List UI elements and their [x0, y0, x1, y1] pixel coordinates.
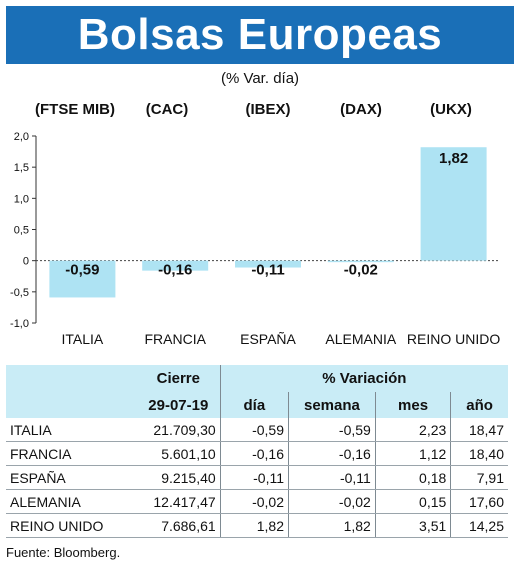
row-cierre: 7.686,61: [136, 513, 221, 538]
header-cierre: Cierre: [136, 365, 221, 392]
header-dia: día: [219, 392, 289, 418]
header-semana: semana: [288, 392, 376, 418]
row-semana: -0,16: [288, 441, 376, 466]
row-ano: 14,25: [450, 513, 508, 538]
row-name: ESPAÑA: [6, 465, 137, 490]
y-tick-label: 0,5: [14, 225, 29, 237]
bar: [142, 260, 209, 271]
index-label-ibex: (IBEX): [245, 101, 291, 118]
bar-value-label: -0,16: [158, 262, 192, 279]
bar-value-label: -0,59: [65, 262, 99, 279]
y-tick-label: 1,0: [14, 193, 29, 205]
index-label-ukx: (UKX): [430, 101, 472, 118]
row-dia: -0,02: [219, 489, 289, 514]
header-variacion: % Variación: [219, 365, 508, 392]
category-label: ESPAÑA: [240, 331, 296, 347]
bar-value-label: -0,11: [251, 262, 284, 279]
row-dia: 1,82: [219, 513, 289, 538]
row-semana: 1,82: [288, 513, 376, 538]
bar: [327, 260, 394, 263]
row-name: ALEMANIA: [6, 489, 137, 514]
table-row: REINO UNIDO 7.686,61 1,82 1,82 3,51 14,2…: [6, 513, 508, 538]
bar: [420, 147, 487, 261]
index-label-ftse-mib: (FTSE MIB): [35, 101, 115, 118]
row-name: REINO UNIDO: [6, 513, 137, 538]
row-mes: 1,12: [374, 441, 451, 466]
row-ano: 7,91: [450, 465, 508, 490]
bar: [49, 260, 116, 298]
row-mes: 0,18: [374, 465, 451, 490]
row-dia: -0,11: [219, 465, 289, 490]
row-cierre: 5.601,10: [136, 441, 221, 466]
row-cierre: 21.709,30: [136, 418, 221, 442]
row-ano: 18,47: [450, 418, 508, 442]
table-row: ALEMANIA 12.417,47 -0,02 -0,02 0,15 17,6…: [6, 489, 508, 514]
category-label: ITALIA: [62, 331, 104, 347]
chart-subtitle: (% Var. día): [220, 70, 300, 87]
y-tick-label: 1,5: [14, 162, 29, 174]
row-name: FRANCIA: [6, 441, 137, 466]
row-dia: -0,16: [219, 441, 289, 466]
title-banner: Bolsas Europeas: [6, 6, 514, 64]
header-ano: año: [450, 392, 508, 418]
row-ano: 17,60: [450, 489, 508, 514]
row-dia: -0,59: [219, 418, 289, 442]
table-row: ESPAÑA 9.215,40 -0,11 -0,11 0,18 7,91: [6, 465, 508, 490]
row-ano: 18,40: [450, 441, 508, 466]
table-row: FRANCIA 5.601,10 -0,16 -0,16 1,12 18,40: [6, 441, 508, 466]
bar-value-label: -0,02: [344, 262, 378, 279]
y-tick-label: 0: [23, 256, 29, 268]
bar: [235, 260, 301, 268]
row-semana: -0,11: [288, 465, 376, 490]
row-cierre: 9.215,40: [136, 465, 221, 490]
source-note: Fuente: Bloomberg.: [6, 545, 121, 560]
row-semana: -0,59: [288, 418, 376, 442]
header-mes: mes: [374, 392, 451, 418]
y-tick-label: 2,0: [14, 131, 29, 143]
row-mes: 2,23: [374, 418, 451, 442]
row-mes: 0,15: [374, 489, 451, 514]
table-row: ITALIA 21.709,30 -0,59 -0,59 2,23 18,47: [6, 418, 508, 442]
row-cierre: 12.417,47: [136, 489, 221, 514]
bar-value-label: 1,82: [439, 150, 468, 167]
row-mes: 3,51: [374, 513, 451, 538]
row-semana: -0,02: [288, 489, 376, 514]
bar-chart: 2,0 1,5 1,0 0,5 0 -0,5 -1,0 -0,59 ITALIA -0,16 FRA…: [10, 131, 500, 347]
header-date: 29-07-19: [136, 392, 221, 418]
category-label: REINO UNIDO: [407, 331, 500, 347]
index-label-cac: (CAC): [145, 101, 189, 118]
row-name: ITALIA: [6, 418, 137, 442]
y-tick-label: -0,5: [10, 287, 29, 299]
category-label: ALEMANIA: [325, 331, 396, 347]
closing-table: Cierre % Variación 29-07-19 día semana m…: [6, 365, 508, 538]
y-tick-label: -1,0: [10, 318, 29, 330]
category-label: FRANCIA: [144, 331, 206, 347]
index-label-dax: (DAX): [340, 101, 382, 118]
